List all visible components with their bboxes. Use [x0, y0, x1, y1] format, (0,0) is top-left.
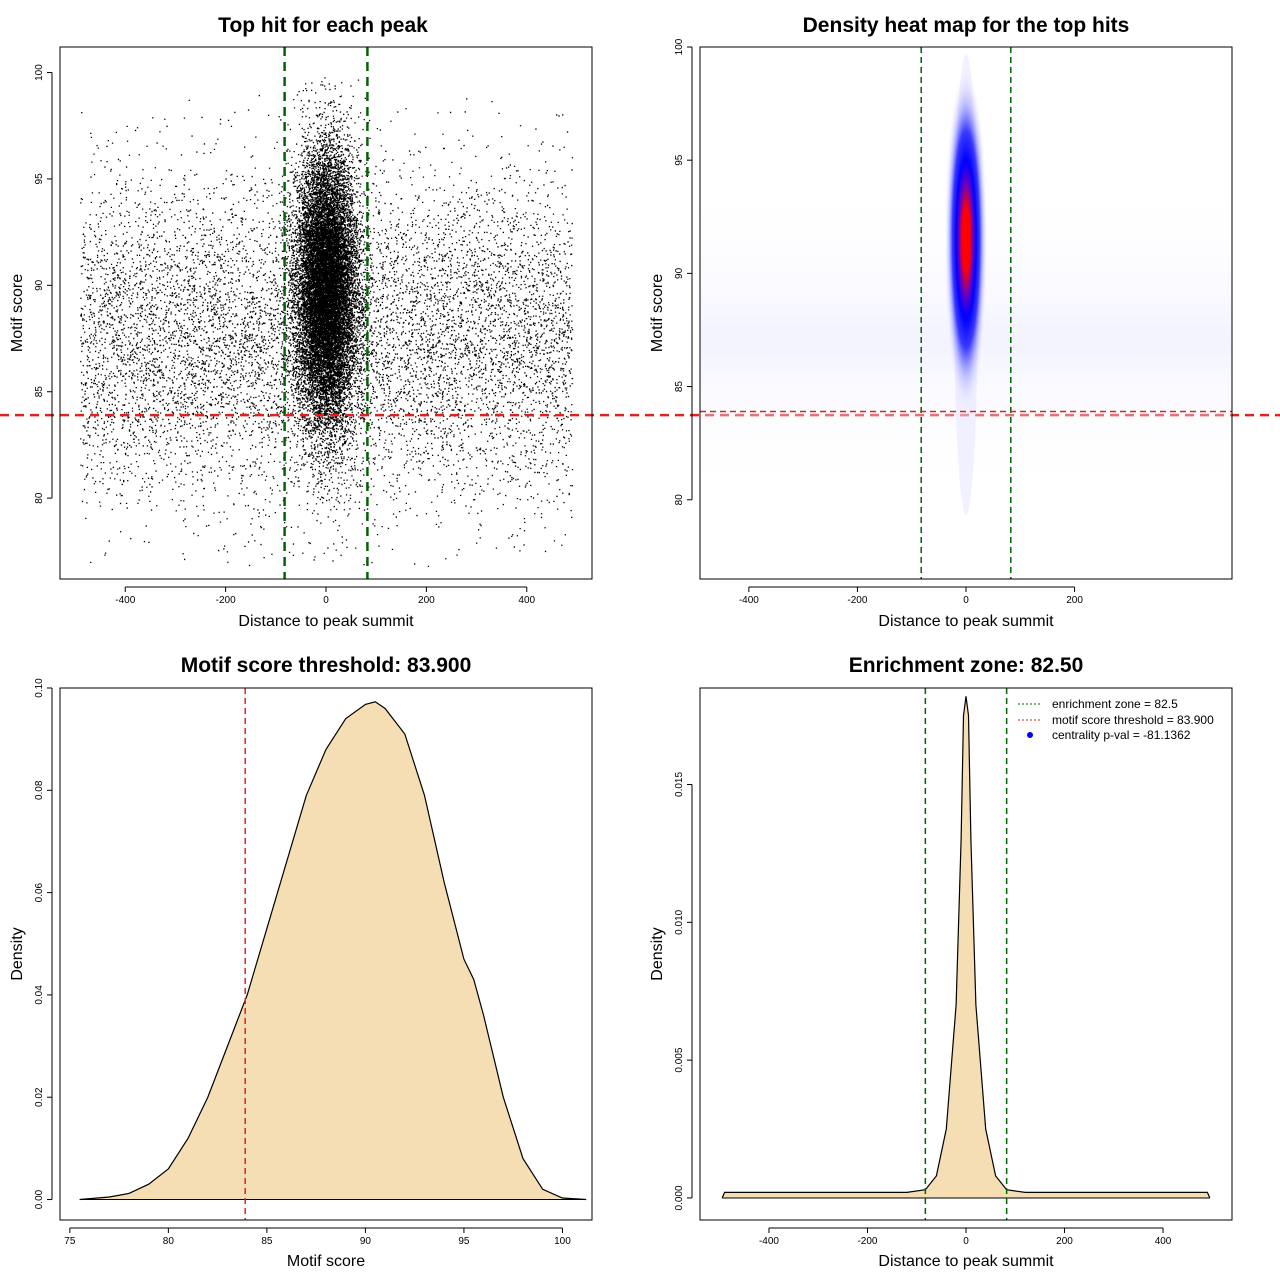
x-tick-label: -200: [857, 1236, 877, 1247]
x-axis-label: Distance to peak summit: [238, 613, 414, 630]
x-axis-label: Motif score: [287, 1253, 365, 1270]
threshold-lines: [924, 688, 1008, 1220]
legend-label: centrality p-val = -81.1362: [1052, 728, 1191, 742]
axes: -400 -200 0 200 400 80 85 90 95 100: [34, 64, 536, 606]
legend-swatch: [1027, 732, 1033, 738]
x-tick-label: 90: [360, 1236, 372, 1247]
y-tick-label: 85: [34, 386, 45, 398]
x-tick-label: 200: [1056, 1236, 1073, 1247]
y-tick-label: 0.005: [674, 1047, 685, 1072]
scatter-points: [80, 77, 574, 567]
y-tick-label: 90: [674, 267, 685, 279]
chart-title: Motif score threshold: 83.900: [181, 654, 472, 677]
x-tick-label: 400: [518, 595, 535, 606]
plot-frame: [699, 46, 1233, 580]
panel-score-density: Motif score threshold: 83.900 Motif scor…: [9, 654, 593, 1270]
y-tick-label: 0.10: [34, 678, 45, 698]
plot-frame: [699, 687, 1233, 1221]
y-tick-label: 95: [674, 154, 685, 166]
x-tick-label: 100: [554, 1236, 571, 1247]
x-tick-label: -200: [847, 595, 867, 606]
y-axis-label: Motif score: [9, 274, 26, 352]
axes: 75 80 85 90 95 100 0.00 0.02 0.04 0.06 0.08 0.10: [34, 678, 571, 1247]
x-tick-label: 80: [163, 1236, 175, 1247]
density-curve: [79, 701, 587, 1201]
axes: -400 -200 0 200 80 85 90 95 100: [674, 38, 1083, 606]
y-tick-label: 100: [34, 64, 45, 81]
legend-item-threshold: motif score threshold = 83.900: [1018, 713, 1214, 727]
density-area: [79, 701, 587, 1201]
legend-item-centrality: centrality p-val = -81.1362: [1027, 728, 1191, 742]
chart-title: Enrichment zone: 82.50: [849, 654, 1084, 677]
y-tick-label: 85: [674, 381, 685, 393]
legend: enrichment zone = 82.5 motif score thres…: [1018, 697, 1214, 742]
panel-distance-density: Enrichment zone: 82.50 Distance to peak …: [649, 654, 1233, 1270]
x-tick-label: -400: [759, 1236, 779, 1247]
x-tick-label: 400: [1155, 1236, 1172, 1247]
density-heat: [700, 54, 1232, 515]
y-tick-label: 0.06: [34, 882, 45, 902]
density-fill: [722, 696, 1210, 1198]
legend-label: motif score threshold = 83.900: [1052, 713, 1214, 727]
plot-frame: [59, 687, 593, 1221]
density-curve: [721, 696, 1211, 1199]
x-tick-label: 85: [261, 1236, 273, 1247]
chart-title: Top hit for each peak: [218, 14, 428, 37]
plot-frame: [59, 46, 593, 580]
x-tick-label: 0: [963, 1236, 969, 1247]
y-axis-label: Density: [649, 927, 666, 980]
legend-item-enrichment-zone: enrichment zone = 82.5: [1018, 697, 1178, 711]
y-tick-label: 0.04: [34, 985, 45, 1005]
x-tick-label: 200: [1066, 595, 1083, 606]
threshold-lines: [700, 47, 1232, 579]
axes: -400 -200 0 200 400 0.000 0.005 0.010 0.015: [674, 772, 1172, 1247]
y-tick-label: 0.000: [674, 1185, 685, 1210]
y-tick-label: 0.010: [674, 909, 685, 934]
panel-heatmap: Density heat map for the top hits Distan…: [649, 14, 1233, 630]
density-peak: [944, 64, 988, 415]
y-tick-label: 0.015: [674, 772, 685, 797]
x-tick-label: 95: [458, 1236, 470, 1247]
x-tick-label: -400: [739, 595, 759, 606]
x-tick-label: -400: [115, 595, 135, 606]
x-axis-label: Distance to peak summit: [878, 613, 1054, 630]
x-tick-label: 0: [963, 595, 969, 606]
chart-title: Density heat map for the top hits: [803, 14, 1130, 37]
y-tick-label: 80: [34, 492, 45, 504]
x-tick-label: -200: [216, 595, 236, 606]
y-tick-label: 80: [674, 494, 685, 506]
x-tick-label: 0: [323, 595, 329, 606]
scatter-point-cloud: [80, 77, 574, 567]
y-tick-label: 0.00: [34, 1189, 45, 1209]
legend-label: enrichment zone = 82.5: [1052, 697, 1178, 711]
y-tick-label: 0.02: [34, 1087, 45, 1107]
x-tick-label: 200: [418, 595, 435, 606]
x-axis-label: Distance to peak summit: [878, 1253, 1054, 1270]
y-tick-label: 0.08: [34, 780, 45, 800]
density-area: [721, 696, 1211, 1199]
y-axis-label: Density: [9, 927, 26, 980]
x-tick-label: 75: [64, 1236, 76, 1247]
y-tick-label: 100: [674, 38, 685, 55]
y-axis-label: Motif score: [649, 274, 666, 352]
density-fill: [79, 701, 587, 1200]
y-tick-label: 90: [34, 279, 45, 291]
y-tick-label: 95: [34, 173, 45, 185]
